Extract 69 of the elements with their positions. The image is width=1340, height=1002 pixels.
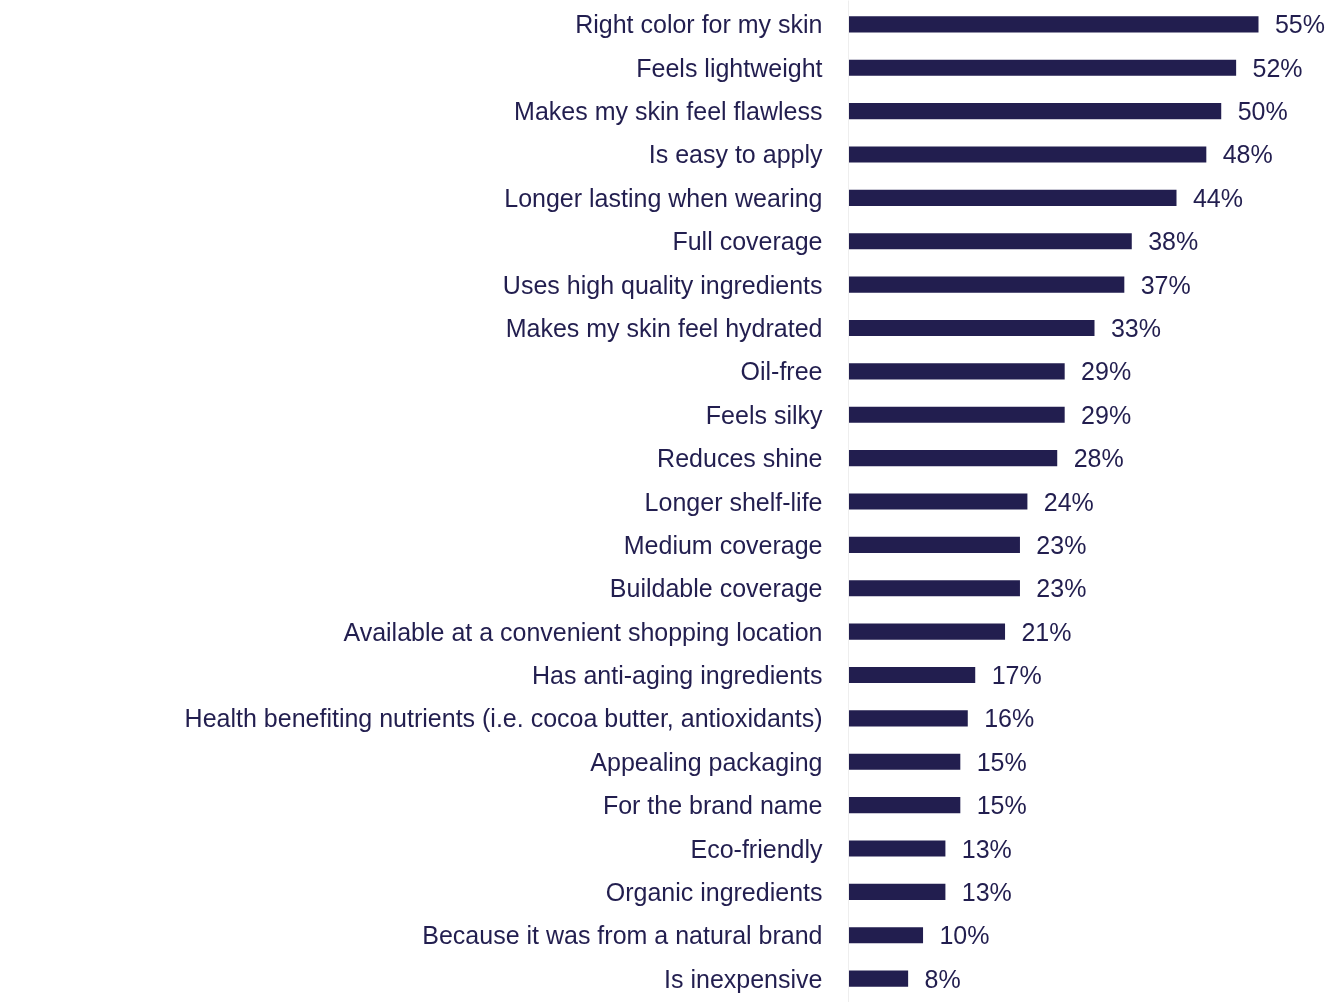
y-tick-label: Is easy to apply (648, 140, 823, 169)
y-tick-label: Right color for my skin (575, 10, 823, 39)
y-tick-label: Makes my skin feel flawless (514, 97, 823, 126)
data-label: 23% (1036, 530, 1087, 559)
y-tick-label: Health benefiting nutrients (i.e. cocoa butter, antioxidants) (184, 704, 823, 733)
y-tick-label: Longer shelf-life (644, 487, 823, 516)
bar (848, 276, 1125, 293)
data-label: 17% (991, 661, 1042, 690)
y-tick-label: Is inexpensive (664, 964, 823, 993)
y-tick-label: Feels lightweight (636, 53, 823, 82)
data-label: 24% (1043, 487, 1094, 516)
bar (848, 536, 1020, 553)
data-label: 23% (1036, 574, 1087, 603)
data-label: 13% (961, 877, 1012, 906)
bar (848, 710, 968, 727)
data-label: 33% (1110, 313, 1161, 342)
data-label: 16% (984, 704, 1035, 733)
bar (848, 797, 961, 814)
data-label: 55% (1274, 10, 1325, 39)
y-tick-label: Full coverage (672, 227, 823, 256)
y-tick-label: Has anti-aging ingredients (532, 661, 823, 690)
bar (848, 363, 1065, 380)
bar (848, 883, 946, 900)
bar (848, 146, 1207, 163)
y-tick-label: Organic ingredients (605, 877, 823, 906)
data-label: 29% (1081, 357, 1132, 386)
bar (848, 580, 1020, 597)
y-tick-label: Available at a convenient shopping location (343, 617, 823, 646)
y-tick-label: Longer lasting when wearing (504, 183, 823, 212)
y-tick-label: Appealing packaging (590, 747, 823, 776)
bar (848, 666, 976, 684)
y-tick-label: Because it was from a natural brand (422, 921, 823, 950)
data-label: 52% (1252, 53, 1303, 82)
bar (848, 16, 1259, 33)
y-tick-label: For the brand name (602, 791, 823, 820)
data-label: 13% (961, 834, 1012, 863)
data-label: 10% (939, 921, 990, 950)
bar (848, 319, 1095, 337)
y-tick-label: Feels silky (705, 400, 823, 429)
data-label: 15% (976, 791, 1027, 820)
data-label: 48% (1222, 140, 1273, 169)
y-tick-label: Makes my skin feel hydrated (505, 313, 823, 342)
data-label: 37% (1140, 270, 1191, 299)
y-tick-label: Buildable coverage (609, 574, 823, 603)
bar (848, 840, 946, 857)
bar (848, 103, 1222, 120)
data-label: 38% (1148, 227, 1199, 256)
bar (848, 189, 1177, 206)
bar (848, 927, 924, 944)
data-label: 50% (1237, 97, 1288, 126)
data-label: 28% (1073, 444, 1124, 473)
bar (848, 233, 1132, 250)
data-label: 44% (1192, 183, 1243, 212)
data-label: 21% (1021, 617, 1072, 646)
y-tick-label: Reduces shine (657, 444, 823, 473)
bar (848, 59, 1237, 76)
y-tick-label: Oil-free (740, 357, 823, 386)
bar (848, 623, 1006, 640)
bar (848, 970, 909, 987)
data-label: 8% (924, 964, 961, 993)
bar (848, 406, 1065, 423)
data-label: 29% (1081, 400, 1132, 429)
bar (848, 450, 1058, 467)
bar (848, 493, 1028, 510)
y-tick-label: Eco-friendly (690, 834, 823, 863)
y-tick-label: Medium coverage (623, 530, 823, 559)
data-label: 15% (976, 747, 1027, 776)
y-tick-label: Uses high quality ingredients (502, 270, 823, 299)
bar (848, 753, 961, 770)
